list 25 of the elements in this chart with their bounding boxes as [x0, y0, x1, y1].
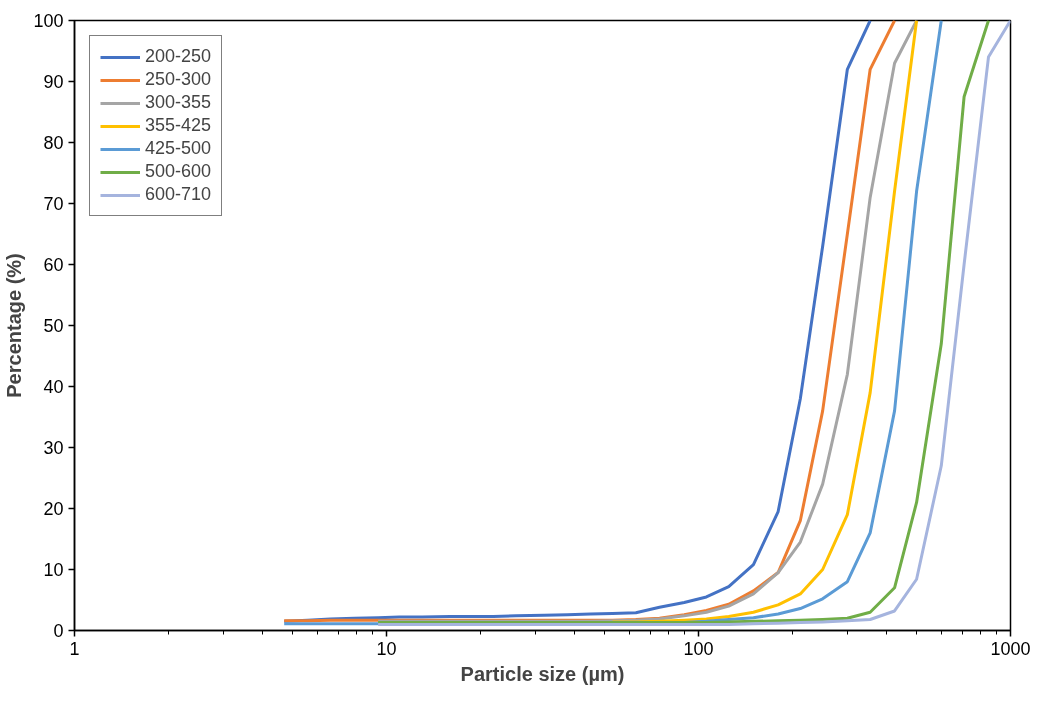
x-tick-label: 100	[683, 638, 714, 659]
y-tick-label: 0	[53, 621, 64, 641]
legend-label: 355-425	[145, 115, 212, 136]
legend-label: 250-300	[145, 69, 212, 90]
y-tick-label: 60	[43, 255, 64, 275]
y-tick-label: 30	[43, 438, 64, 458]
y-tick-label: 100	[33, 11, 64, 31]
x-tick-label: 10	[376, 638, 397, 659]
y-tick-label: 80	[43, 133, 64, 153]
y-axis-title: Percentage (%)	[3, 253, 26, 398]
legend-label: 200-250	[145, 46, 212, 67]
x-axis-title: Particle size (µm)	[460, 662, 625, 685]
y-tick-label: 20	[43, 499, 64, 519]
y-tick-label: 70	[43, 194, 64, 214]
y-tick-label: 90	[43, 72, 64, 92]
y-tick-label: 40	[43, 377, 64, 397]
legend-label: 500-600	[145, 161, 212, 182]
line-series	[610, 20, 919, 624]
y-tick-label: 50	[43, 316, 64, 336]
legend-label: 300-355	[145, 92, 212, 113]
y-tick-label: 10	[43, 560, 64, 580]
x-tick-label: 1000	[990, 638, 1031, 659]
legend-label: 600-710	[145, 184, 212, 205]
legend-label: 425-500	[145, 138, 212, 159]
x-tick-label: 1	[69, 638, 80, 659]
